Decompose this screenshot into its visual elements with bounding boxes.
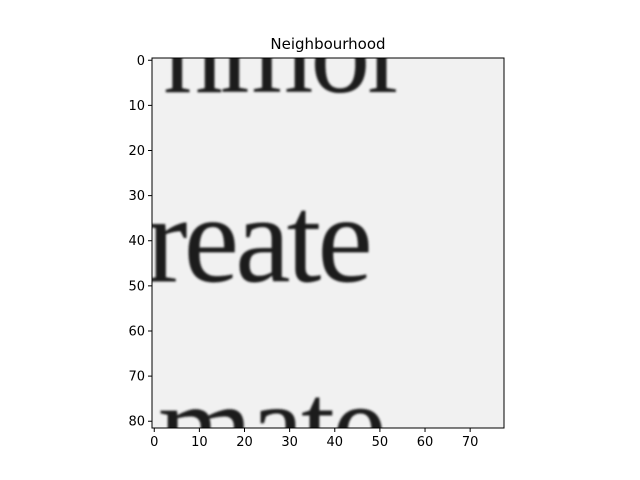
x-axis: 0 10 20 30 40 50 60 70: [150, 428, 478, 450]
y-tick-label: 0: [137, 54, 145, 69]
y-tick-label: 40: [128, 234, 145, 249]
y-tick-label: 60: [128, 324, 145, 339]
x-tick-label: 30: [281, 435, 298, 450]
x-tick-label: 0: [150, 435, 158, 450]
chart-title: Neighbourhood: [270, 35, 385, 53]
x-tick-label: 50: [372, 435, 389, 450]
image-text-layer: nmor reate mate: [146, 0, 409, 480]
y-tick-label: 10: [128, 99, 145, 114]
y-axis: 0 10 20 30 40 50 60 70 80: [128, 54, 152, 430]
plot-frame: [151, 57, 505, 429]
x-tick-label: 70: [462, 435, 479, 450]
x-tick-label: 10: [191, 435, 208, 450]
x-tick-label: 40: [326, 435, 343, 450]
image-text-line: nmor: [163, 0, 406, 118]
image-text-line: reate: [146, 171, 369, 309]
x-tick-label: 60: [417, 435, 434, 450]
image-background: [152, 58, 504, 428]
image-text-line: mate: [158, 358, 383, 480]
y-tick-label: 20: [128, 144, 145, 159]
y-tick-label: 30: [128, 189, 145, 204]
y-tick-label: 50: [128, 279, 145, 294]
x-tick-label: 20: [236, 435, 253, 450]
y-tick-label: 70: [128, 370, 145, 385]
y-tick-label: 80: [128, 415, 145, 430]
heatmap-image: nmor reate mate: [146, 0, 504, 480]
